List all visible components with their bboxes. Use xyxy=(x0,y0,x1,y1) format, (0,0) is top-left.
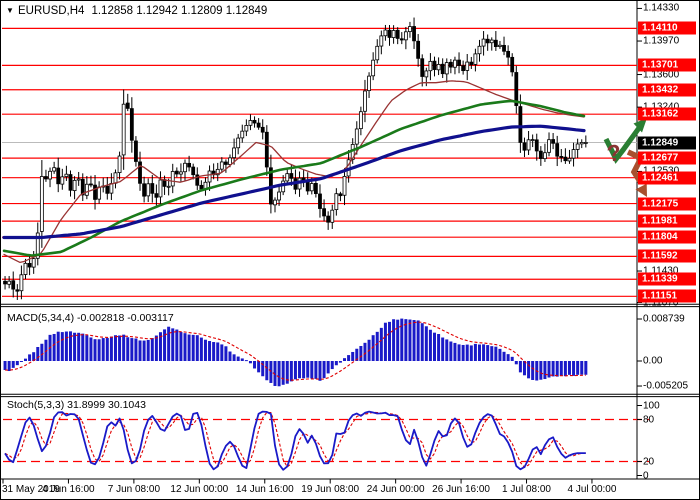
time-axis-label: 4 Jul 00:00 xyxy=(567,484,617,495)
time-axis-label: 26 Jun 16:00 xyxy=(432,484,490,495)
price-level-badge: 1.11151 xyxy=(638,289,696,303)
price-level-badge: 1.14110 xyxy=(638,21,696,35)
macd-axis-label: 0.008739 xyxy=(643,313,685,325)
time-axis-label: 1 Jul 08:00 xyxy=(502,484,551,495)
price-level-badge: 1.12677 xyxy=(638,151,696,165)
macd-histogram xyxy=(3,318,588,387)
stoch-axis-label: 100 xyxy=(643,400,660,411)
stoch-d-line xyxy=(4,411,586,469)
stoch-k-line xyxy=(4,410,586,471)
up-arrow-head xyxy=(633,118,647,133)
price-level-badge: 1.13701 xyxy=(638,58,696,72)
down-arrow-head xyxy=(635,183,647,197)
price-level-badge: 1.12175 xyxy=(638,197,696,211)
macd-signal-line xyxy=(4,321,586,381)
question-mark-annotation[interactable]: ? xyxy=(605,139,623,167)
ma-mid-line xyxy=(2,99,586,257)
down-arrow-annotation[interactable] xyxy=(626,149,645,185)
time-axis-label: 19 Jun 08:00 xyxy=(301,484,360,495)
chart-ohlc-values: 1.12858 1.12942 1.12809 1.12849 xyxy=(91,5,268,17)
forecast-annotation[interactable]: ? xyxy=(603,118,647,197)
stoch-axis-label: 0 xyxy=(643,470,649,481)
price-tick-label: 1.13970 xyxy=(643,35,680,47)
price-tick-label: 1.11430 xyxy=(643,265,679,277)
time-axis-label: 12 Jun 00:00 xyxy=(170,484,229,495)
price-level-badge: 1.11804 xyxy=(638,230,696,244)
time-axis-label: 14 Jun 16:00 xyxy=(235,484,294,495)
chart-symbol-period: EURUSD,H4 xyxy=(18,5,85,17)
stoch-axis-label: 80 xyxy=(643,414,655,425)
axis-tick-marks xyxy=(2,7,642,484)
time-axis-label: 31 May 2019 xyxy=(2,484,60,495)
price-level-badge: 1.12461 xyxy=(638,171,696,185)
price-tick-label: 1.13600 xyxy=(643,69,680,81)
macd-axis-label: 0.00 xyxy=(643,355,663,367)
stoch-indicator-label: Stoch(5,3,3) 31.8999 30.1043 xyxy=(7,399,146,411)
price-level-badge: 1.11981 xyxy=(638,214,696,228)
symbol-dropdown-icon[interactable]: ▼ xyxy=(6,6,14,15)
chart-title: EURUSD,H4 1.12858 1.12942 1.12809 1.12849 xyxy=(18,5,267,17)
macd-indicator-label: MACD(5,34,4) -0.002818 -0.003117 xyxy=(7,312,174,324)
time-axis-label: 4 Jun 16:00 xyxy=(42,484,95,495)
price-level-badge: 1.11592 xyxy=(638,249,696,263)
price-tick-label: 1.14330 xyxy=(643,2,680,14)
price-tick-label: 1.13240 xyxy=(643,102,679,113)
stoch-axis-label: 20 xyxy=(643,456,655,467)
candlesticks xyxy=(3,17,588,300)
price-level-badge: 1.11339 xyxy=(638,272,696,286)
panel-borders xyxy=(1,1,699,480)
ma-slow-line xyxy=(2,124,586,240)
current-price-badge: 1.12849 xyxy=(638,136,696,150)
ma-fast-line xyxy=(3,80,585,264)
up-arrow-annotation[interactable] xyxy=(603,126,642,164)
time-axis-label: 24 Jun 00:00 xyxy=(366,484,425,495)
price-level-badge: 1.13162 xyxy=(638,107,696,121)
price-level-badge: 1.13432 xyxy=(638,83,696,97)
time-axis-label: 7 Jun 08:00 xyxy=(107,484,161,495)
macd-axis-label: -0.005205 xyxy=(643,380,689,392)
